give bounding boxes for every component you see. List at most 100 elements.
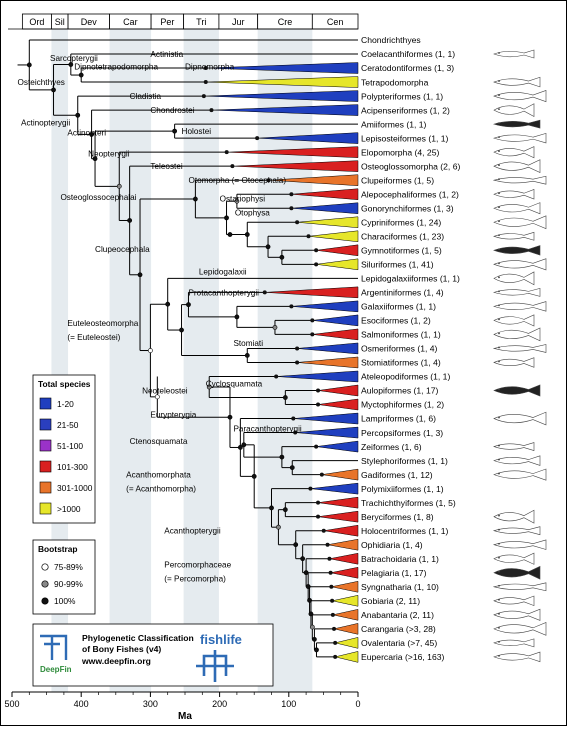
clade-wedge xyxy=(329,552,359,565)
fish-silhouette-icon xyxy=(492,526,541,536)
node-label: Cyclosquamata xyxy=(206,379,263,388)
clade-wedge xyxy=(316,244,359,257)
node-support-dot xyxy=(241,442,247,448)
taxon-label: Lepisosteiformes (1, 1) xyxy=(361,133,449,143)
legend-title: Total species xyxy=(38,379,91,389)
taxon-label: Salmoniformes (1, 1) xyxy=(361,330,441,340)
fish-silhouette-icon xyxy=(493,468,547,481)
taxon-label: Galaxiiformes (1, 1) xyxy=(361,302,436,312)
axis-tick-label: 300 xyxy=(143,699,158,709)
fish-silhouette-icon xyxy=(493,314,535,327)
clade-wedge xyxy=(330,566,359,579)
taxon-label: Percopsiformes (1, 3) xyxy=(361,428,443,438)
node-label: Neoteleostei xyxy=(142,387,188,396)
taxon-label: Beryciformes (1, 8) xyxy=(361,512,434,522)
legend-label: 21-50 xyxy=(57,420,79,430)
legend-label: 90-99% xyxy=(54,579,83,589)
node-support-dot xyxy=(289,192,294,197)
fish-eye-icon xyxy=(498,108,500,110)
legend-label: >1000 xyxy=(57,504,81,514)
node-support-dot xyxy=(316,402,321,407)
node-support-dot xyxy=(266,178,271,183)
node-support-dot xyxy=(89,132,94,137)
node-support-dot xyxy=(314,262,319,267)
clade-wedge xyxy=(291,202,359,215)
node-support-dot xyxy=(274,374,279,379)
taxon-label: Osmeriformes (1, 4) xyxy=(361,344,438,354)
clade-wedge xyxy=(257,132,359,144)
fish-silhouette-icon xyxy=(493,621,547,636)
period-band xyxy=(109,14,152,692)
node-label: Otophysa xyxy=(235,208,270,217)
fish-eye-icon xyxy=(498,122,500,125)
node-support-dot xyxy=(316,514,321,519)
node-support-dot xyxy=(327,556,332,561)
legend-swatch xyxy=(39,439,52,452)
node-support-dot xyxy=(333,640,338,645)
node-support-dot xyxy=(165,301,171,307)
node-support-dot xyxy=(312,636,317,642)
taxon-label: Tetrapodomorpha xyxy=(361,77,429,87)
node-support-dot xyxy=(328,570,333,575)
taxon-label: Ovalentaria (>7, 45) xyxy=(361,638,437,648)
fish-silhouette-icon xyxy=(493,651,541,663)
taxon-label: Clupeiformes (1, 5) xyxy=(361,175,434,185)
fish-eye-icon xyxy=(498,584,500,587)
period-label: Car xyxy=(123,17,138,27)
taxon-label: Gonorynchiformes (1, 3) xyxy=(361,203,454,213)
fish-silhouette-icon xyxy=(493,215,547,230)
fish-silhouette-icon xyxy=(493,245,541,256)
fish-silhouette-icon xyxy=(493,159,541,174)
node-support-dot xyxy=(154,394,160,400)
axis-tick-label: 100 xyxy=(281,699,296,709)
node-support-dot xyxy=(303,570,309,576)
legend-dot xyxy=(41,597,49,605)
node-label: Actinistia xyxy=(150,50,183,59)
axis-tick-label: 400 xyxy=(74,699,89,709)
fish-silhouette-icon xyxy=(493,539,547,550)
clade-wedge xyxy=(226,146,359,158)
fish-silhouette-icon xyxy=(493,132,547,144)
node-support-dot xyxy=(319,472,324,477)
node-support-dot xyxy=(265,244,271,250)
fish-eye-icon xyxy=(498,472,500,475)
node-support-dot xyxy=(186,302,191,308)
legend-label: 301-1000 xyxy=(57,483,93,493)
node-support-dot xyxy=(68,62,74,67)
period-label: Dev xyxy=(81,17,98,27)
clade-wedge xyxy=(318,510,359,523)
node-support-dot xyxy=(316,500,321,505)
node-support-dot xyxy=(314,248,319,253)
node-support-dot xyxy=(237,445,243,450)
node-support-dot xyxy=(203,66,208,71)
clade-wedge xyxy=(264,286,359,299)
clade-wedge xyxy=(335,637,359,649)
fish-eye-icon xyxy=(498,570,500,573)
node-support-dot xyxy=(224,150,229,155)
deepfin-logo-text: DeepFin xyxy=(40,665,72,674)
node-support-dot xyxy=(329,584,334,589)
clade-wedge xyxy=(293,412,359,425)
taxon-label: Amiiformes (1, 1) xyxy=(361,119,427,129)
node-support-dot xyxy=(179,327,184,333)
fish-silhouette-icon xyxy=(493,552,535,565)
node-label: Clupeocephala xyxy=(95,245,150,254)
node-label: Stomiati xyxy=(233,339,263,348)
fish-silhouette-icon xyxy=(493,565,541,580)
fish-silhouette-icon xyxy=(493,301,547,312)
fish-eye-icon xyxy=(498,94,500,96)
fish-eye-icon xyxy=(498,248,500,251)
node-support-dot xyxy=(224,215,229,221)
fish-eye-icon xyxy=(498,178,500,181)
clade-wedge xyxy=(268,174,359,186)
fish-eye-icon xyxy=(498,290,500,293)
fish-eye-icon xyxy=(498,444,500,447)
fish-eye-icon xyxy=(498,556,500,559)
clade-wedge xyxy=(316,440,359,453)
fish-silhouette-icon xyxy=(493,49,535,59)
taxon-label: Ateleopodiformes (1, 1) xyxy=(361,372,450,382)
node-support-dot xyxy=(92,156,98,162)
node-support-dot xyxy=(244,232,250,237)
legend-dot xyxy=(41,580,49,588)
